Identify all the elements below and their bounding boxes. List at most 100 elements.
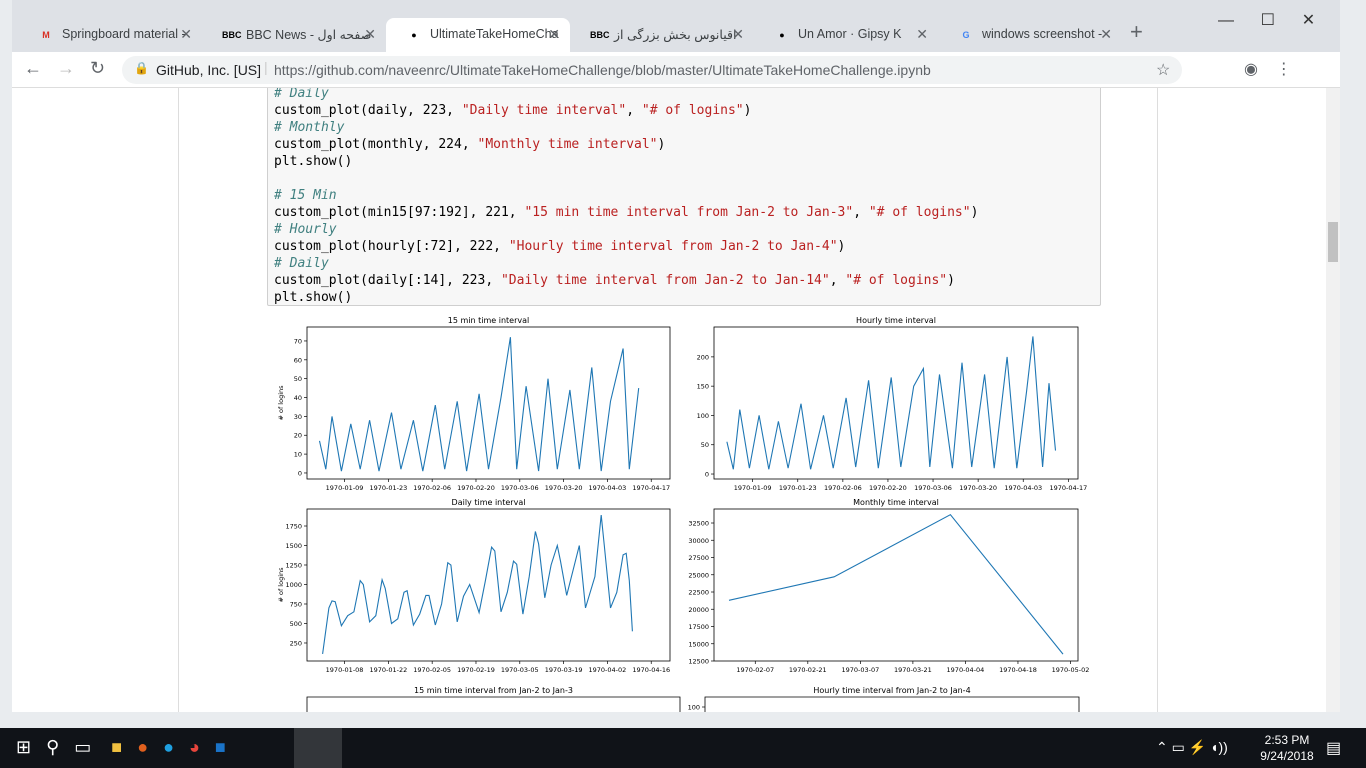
tab[interactable]: ● Un Amor · Gipsy K ✕ (754, 18, 938, 52)
star[interactable]: ☆ (1156, 62, 1171, 79)
x-tick-label: 1970-01-23 (369, 484, 407, 492)
code-token: "Hourly time interval from Jan-2 to Jan-… (508, 239, 838, 254)
y-tick-label: 22500 (688, 589, 709, 597)
tab[interactable]: ● UltimateTakeHomeCha ✕ (386, 18, 570, 52)
code-token: , (626, 103, 642, 118)
code-token: "15 min time interval from Jan-2 to Jan-… (524, 205, 854, 220)
x-tick-label: 1970-04-03 (589, 484, 627, 492)
nav-buttons[interactable]: ← → ↻ (24, 58, 106, 78)
new-tab[interactable]: + (1130, 19, 1143, 44)
chart-title: Daily time interval (452, 498, 526, 507)
code-line: custom_plot(daily[:14], 223, "Daily time… (274, 272, 1100, 289)
toolbar-icons[interactable]: ◉ ⋮ (1244, 61, 1292, 78)
x-tick-label: 1970-01-23 (779, 484, 817, 492)
scroll-thumb[interactable] (1328, 222, 1338, 262)
notebook-sheet (178, 88, 1158, 712)
code-token: , (829, 273, 846, 288)
code: # Daily custom_plot(daily, 223, "Daily ti… (268, 88, 1100, 306)
x-tick-label: 1970-02-20 (869, 484, 907, 492)
taskbar-icons[interactable]: ⊞ ⚲ ▭ ■ ● ● ◕ ■ (16, 737, 226, 757)
tab-bar: — ☐ ✕ + M Springboard material - ✕ BBC صفحه … (12, 0, 1340, 52)
x-tick-label: 1970-04-17 (1049, 484, 1087, 492)
code-token: # 15 Min (274, 188, 337, 203)
plot-frame (306, 696, 681, 712)
tab[interactable]: BBC اقیانوس بخش بزرگی از ✕ (570, 18, 754, 52)
code-line: custom_plot(hourly[:72], 222, "Hourly ti… (274, 238, 1100, 255)
plot-frame (704, 696, 1080, 712)
y-tick-label: 27500 (688, 554, 709, 562)
y-tick-label: 150 (697, 383, 709, 391)
clock[interactable]: 2:53 PM 9/24/2018 (1255, 732, 1319, 764)
x-tick-label: 1970-01-09 (326, 484, 364, 492)
plots: 15 min time interval # of logins 0 10 20 30 40… (277, 316, 1090, 712)
x-tick-label: 1970-02-19 (457, 666, 495, 674)
y-tick-label: 1750 (285, 523, 302, 531)
plot-frame (713, 508, 1079, 662)
code-token: "# of logins" (845, 273, 948, 288)
url[interactable]: https://github.com/naveenrc/UltimateTake… (274, 62, 931, 78)
x-tick-label: 1970-02-05 (413, 666, 451, 674)
y-tick-label: 30 (294, 413, 302, 421)
window-controls[interactable]: — ☐ ✕ (1218, 12, 1316, 29)
x-tick-label: 1970-05-02 (1052, 666, 1090, 674)
code-cell: # Daily custom_plot(daily, 223, "Daily ti… (267, 88, 1101, 306)
taskbar: ⊞ ⚲ ▭ ■ ● ● ◕ ■ ⌃ ▭ ⚡ ◖)) 2:53 PM 9/24/2… (0, 728, 1366, 768)
tab-title: صفحه اول - BBC News (246, 28, 372, 42)
code-line: # Hourly (274, 221, 1100, 238)
tab[interactable]: M Springboard material - ✕ (18, 18, 202, 52)
omnibox[interactable]: 🔒 GitHub, Inc. [US] | https://github.com… (122, 56, 1182, 84)
x-tick-label: 1970-03-07 (841, 666, 879, 674)
y-tick-label: 1000 (285, 581, 302, 589)
code-token: plt.show() (274, 154, 353, 169)
x-tick-label: 1970-03-06 (501, 484, 539, 492)
x-tick-label: 1970-03-21 (894, 666, 932, 674)
y-tick-label: 0 (298, 469, 302, 477)
active-app[interactable] (294, 728, 342, 768)
tab-close[interactable]: ✕ (916, 26, 928, 42)
y-tick-label: 100 (697, 412, 709, 420)
tab-icon: BBC (222, 30, 242, 40)
code-token: ) (743, 103, 752, 118)
x-tick-label: 1970-03-20 (545, 484, 583, 492)
x-tick-label: 1970-02-21 (789, 666, 827, 674)
site-identity: GitHub, Inc. [US] (156, 62, 262, 78)
tab-icon: G (962, 30, 970, 40)
code-token: "Daily time interval from Jan-2 to Jan-1… (500, 273, 830, 288)
y-tick-label: 70 (294, 337, 302, 345)
data-line (728, 514, 1064, 655)
tab-icon: ● (411, 30, 417, 40)
code-line: # Daily (274, 88, 1100, 102)
tab-close[interactable]: ✕ (732, 26, 744, 42)
tab[interactable]: BBC صفحه اول - BBC News ✕ (202, 18, 386, 52)
y-tick-label: 50 (294, 375, 302, 383)
y-tick-label: 20000 (688, 606, 709, 614)
code-token: "Monthly time interval" (477, 137, 658, 152)
x-tick-label: 1970-04-17 (632, 484, 670, 492)
tab-title: windows screenshot - (982, 27, 1103, 41)
tray-icons[interactable]: ⌃ ▭ ⚡ ◖)) (1156, 739, 1228, 755)
y-tick-label: 1500 (285, 542, 302, 550)
time: 2:53 PM (1264, 733, 1310, 747)
chart-title: Monthly time interval (853, 498, 939, 507)
scrollbar[interactable] (1326, 88, 1340, 712)
notifications[interactable]: ▤ (1326, 740, 1342, 757)
y-tick-label: 30000 (688, 537, 709, 545)
code-line: custom_plot(daily, 223, "Daily time inte… (274, 102, 1100, 119)
data-line (322, 515, 633, 654)
x-tick-label: 1970-01-08 (326, 666, 364, 674)
tab-close[interactable]: ✕ (364, 26, 376, 42)
date: 9/24/2018 (1260, 749, 1314, 763)
code-token: # Hourly (274, 222, 337, 237)
code-token: ) (657, 137, 666, 152)
x-tick-label: 1970-01-22 (369, 666, 407, 674)
lock-icon: 🔒 (134, 61, 149, 75)
tab-close[interactable]: ✕ (1100, 26, 1112, 42)
code-token: custom_plot(monthly, 224, (274, 137, 478, 152)
x-tick-label: 1970-03-20 (959, 484, 997, 492)
tab-close[interactable]: ✕ (180, 26, 192, 42)
tab-close[interactable]: ✕ (548, 26, 560, 42)
tab-title: اقیانوس بخش بزرگی از (614, 28, 737, 42)
code-line: plt.show() (274, 153, 1100, 170)
